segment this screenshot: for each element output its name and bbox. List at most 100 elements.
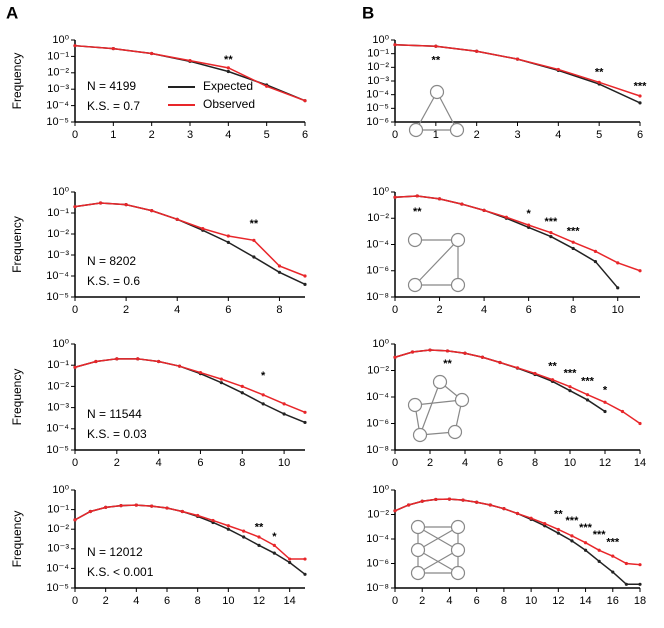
data-point [257, 535, 261, 539]
x-tick-label: 14 [634, 457, 646, 469]
data-point [201, 227, 205, 231]
x-tick-label: 2 [419, 595, 425, 607]
data-point [447, 497, 452, 501]
data-point [611, 554, 615, 558]
x-tick-label: 8 [276, 304, 282, 316]
y-tick-label: 10⁰ [372, 484, 389, 496]
data-point [226, 240, 230, 244]
legend-label: Expected [203, 79, 253, 93]
x-tick-label: 6 [302, 129, 308, 141]
data-point [219, 381, 223, 385]
data-point [303, 282, 307, 286]
significance-mark: ** [224, 54, 233, 66]
x-tick-label: 0 [72, 304, 78, 316]
x-tick-label: 12 [552, 595, 564, 607]
significance-mark: ** [432, 55, 441, 67]
data-point [437, 197, 442, 201]
network-edge [414, 239, 459, 286]
x-tick-label: 6 [526, 304, 532, 316]
data-point [460, 202, 464, 206]
data-point [593, 259, 598, 264]
data-point [272, 543, 276, 547]
significance-mark: *** [606, 537, 620, 549]
x-tick-label: 10 [222, 595, 234, 607]
data-point [180, 509, 184, 514]
data-point [515, 366, 520, 370]
x-tick-label: 10 [525, 595, 537, 607]
y-tick-label: 10⁻⁸ [366, 582, 389, 594]
significance-mark: *** [567, 225, 581, 237]
data-point [620, 409, 625, 414]
data-point [434, 497, 438, 502]
y-tick-label: 10⁻⁴ [366, 89, 389, 101]
data-point [265, 84, 269, 88]
significance-mark: *** [566, 515, 580, 527]
data-point [498, 360, 502, 365]
x-tick-label: 1 [110, 129, 116, 141]
data-point [556, 531, 560, 535]
data-point [303, 274, 307, 278]
series-line [74, 202, 306, 277]
stat-text: N = 12012 [87, 545, 143, 559]
y-tick-label: 10⁻⁴ [46, 270, 69, 282]
x-tick-label: 8 [570, 304, 576, 316]
network-edge [415, 91, 438, 131]
network-edge [414, 399, 463, 406]
data-point [73, 44, 77, 48]
y-tick-label: 10⁻² [47, 67, 69, 79]
data-point [226, 234, 230, 238]
y-tick-label: 10⁻⁴ [46, 423, 69, 435]
data-point [303, 557, 307, 561]
series-line [394, 349, 606, 413]
x-tick-label: 16 [607, 595, 619, 607]
network-node [450, 232, 466, 248]
y-axis-label: Frequency [10, 369, 24, 426]
series-line [74, 358, 306, 413]
data-point [638, 421, 642, 426]
data-point [420, 499, 424, 503]
data-point [288, 557, 292, 561]
y-tick-label: 10⁰ [52, 186, 69, 198]
data-point [597, 548, 601, 552]
network-edge [419, 381, 441, 436]
data-point [226, 66, 230, 70]
data-point [136, 357, 140, 361]
x-tick-label: 12 [253, 595, 265, 607]
data-point [504, 215, 508, 219]
x-tick-label: 4 [462, 457, 468, 469]
significance-mark: *** [581, 375, 595, 387]
significance-mark: * [603, 385, 608, 397]
x-tick-label: 14 [284, 595, 296, 607]
data-point [196, 513, 200, 518]
y-tick-label: 10⁻² [47, 380, 69, 392]
network-node [447, 424, 463, 440]
x-tick-label: 0 [72, 129, 78, 141]
y-tick-label: 10⁰ [372, 338, 389, 350]
data-point [277, 270, 282, 274]
network-edge [417, 549, 459, 574]
stat-text: N = 8202 [87, 254, 136, 268]
data-point [463, 351, 467, 355]
data-point [277, 264, 282, 268]
data-point [226, 524, 230, 528]
data-point [616, 286, 620, 290]
x-tick-label: 2 [427, 457, 433, 469]
y-tick-label: 10⁰ [52, 338, 69, 350]
data-point [261, 402, 265, 406]
x-tick-label: 10 [278, 457, 290, 469]
data-point [303, 420, 307, 425]
data-point [603, 409, 607, 414]
data-point [303, 572, 307, 576]
data-point [150, 504, 154, 508]
data-point [415, 194, 419, 198]
x-tick-label: 4 [555, 129, 561, 141]
x-tick-label: 14 [579, 595, 591, 607]
data-point [585, 393, 590, 397]
data-point [188, 59, 192, 63]
data-point [115, 357, 119, 361]
x-tick-label: 8 [501, 595, 507, 607]
data-point [488, 503, 492, 507]
x-tick-label: 2 [123, 304, 129, 316]
significance-mark: ** [413, 206, 422, 218]
